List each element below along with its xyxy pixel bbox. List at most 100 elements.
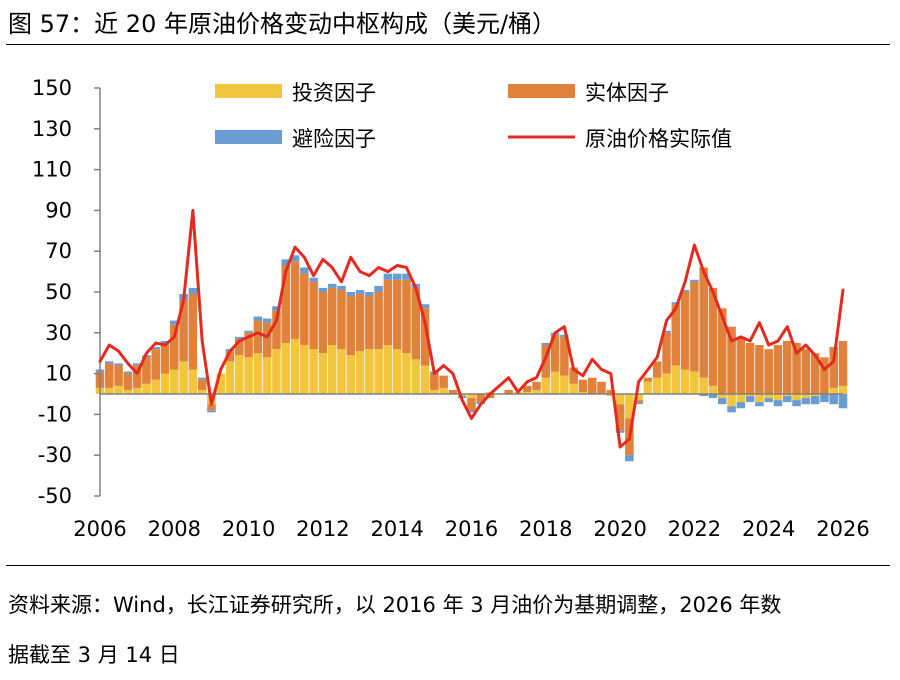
bar-physical bbox=[188, 294, 198, 370]
bar-physical bbox=[615, 404, 625, 431]
bar-physical bbox=[365, 296, 374, 350]
bar-safe-haven bbox=[783, 396, 792, 403]
bar-safe-haven bbox=[188, 287, 198, 295]
bar-safe-haven bbox=[717, 398, 727, 405]
bar-safe-haven bbox=[272, 306, 281, 311]
bar-physical bbox=[736, 336, 746, 394]
bar-physical bbox=[318, 292, 328, 354]
bar-physical bbox=[606, 389, 616, 394]
x-tick-label: 2006 bbox=[73, 517, 126, 541]
bar-safe-haven bbox=[467, 410, 476, 413]
bar-investment bbox=[801, 394, 811, 399]
bar-safe-haven bbox=[392, 273, 402, 280]
y-tick-label: 50 bbox=[45, 280, 72, 304]
y-tick-label: 70 bbox=[45, 239, 72, 263]
bar-investment bbox=[411, 359, 421, 394]
bar-safe-haven bbox=[235, 336, 244, 339]
bar-safe-haven bbox=[197, 377, 207, 380]
bars-layer bbox=[95, 255, 848, 462]
bar-safe-haven bbox=[207, 410, 216, 413]
y-tick-label: -10 bbox=[38, 402, 72, 426]
bar-physical bbox=[105, 363, 114, 388]
bar-investment bbox=[170, 369, 179, 394]
bar-investment bbox=[606, 394, 616, 397]
x-tick-label: 2026 bbox=[816, 517, 869, 541]
bar-investment bbox=[643, 381, 653, 394]
bar-safe-haven bbox=[355, 289, 365, 295]
bar-physical bbox=[652, 361, 662, 378]
x-tick-label: 2012 bbox=[296, 517, 349, 541]
y-tick-label: -50 bbox=[38, 484, 72, 508]
bar-safe-haven bbox=[560, 334, 569, 337]
bar-investment bbox=[810, 394, 820, 397]
x-tick-label: 2024 bbox=[742, 517, 795, 541]
bar-investment bbox=[179, 361, 188, 394]
bar-investment bbox=[671, 365, 681, 394]
bar-investment bbox=[457, 394, 467, 397]
figure-title: 图 57：近 20 年原油价格变动中枢构成（美元/桶） bbox=[8, 10, 557, 38]
bar-physical bbox=[699, 267, 708, 378]
bar-investment bbox=[690, 371, 699, 394]
legend: 投资因子 实体因子 避险因子 原油价格实际值 bbox=[215, 81, 732, 151]
bar-physical bbox=[801, 349, 811, 394]
bar-physical bbox=[346, 296, 356, 356]
bar-safe-haven bbox=[708, 394, 718, 399]
x-tick-label: 2008 bbox=[148, 517, 201, 541]
bar-investment bbox=[197, 389, 207, 394]
bar-physical bbox=[690, 281, 699, 372]
bar-safe-haven bbox=[253, 316, 263, 321]
bar-investment bbox=[755, 394, 764, 403]
bar-investment bbox=[355, 351, 365, 394]
x-tick-label: 2010 bbox=[222, 517, 275, 541]
bar-safe-haven bbox=[160, 340, 170, 346]
bar-investment bbox=[290, 338, 300, 394]
legend-label-safe-haven: 避险因子 bbox=[292, 127, 376, 151]
y-tick-label: 10 bbox=[45, 362, 72, 386]
bar-investment bbox=[160, 373, 170, 394]
title-divider bbox=[6, 44, 890, 45]
bar-physical bbox=[411, 287, 421, 360]
bar-safe-haven bbox=[634, 402, 643, 405]
bar-physical bbox=[383, 279, 393, 346]
bar-investment bbox=[300, 345, 309, 394]
bar-investment bbox=[699, 377, 708, 394]
x-tick-label: 2014 bbox=[370, 517, 423, 541]
bar-safe-haven bbox=[337, 285, 346, 290]
bar-safe-haven bbox=[151, 347, 160, 350]
bar-physical bbox=[225, 351, 235, 362]
bar-investment bbox=[467, 394, 476, 399]
bar-physical bbox=[309, 281, 318, 350]
bar-safe-haven bbox=[792, 400, 801, 407]
bar-physical bbox=[820, 357, 829, 394]
bar-investment bbox=[532, 389, 541, 394]
bar-physical bbox=[402, 279, 411, 354]
bar-physical bbox=[792, 343, 801, 394]
y-tick-label: -30 bbox=[38, 443, 72, 467]
bar-physical bbox=[597, 381, 606, 394]
bar-investment bbox=[262, 357, 272, 394]
bar-investment bbox=[402, 353, 411, 394]
bar-physical bbox=[541, 345, 551, 378]
bar-safe-haven bbox=[764, 398, 773, 403]
bar-safe-haven bbox=[318, 287, 328, 292]
bar-investment bbox=[838, 385, 848, 394]
bar-investment bbox=[142, 383, 151, 394]
bar-safe-haven bbox=[327, 283, 337, 288]
bar-investment bbox=[383, 345, 393, 394]
bar-investment bbox=[522, 391, 532, 394]
bar-physical bbox=[142, 357, 151, 384]
bar-investment bbox=[337, 349, 346, 394]
bar-physical bbox=[634, 400, 643, 403]
bar-investment bbox=[272, 349, 281, 394]
bar-physical bbox=[522, 385, 532, 392]
bar-physical bbox=[662, 332, 671, 374]
bar-physical bbox=[327, 287, 337, 346]
legend-label-physical: 实体因子 bbox=[585, 81, 669, 105]
bar-physical bbox=[550, 334, 560, 372]
bar-safe-haven bbox=[105, 361, 114, 364]
bar-physical bbox=[151, 349, 160, 380]
bar-investment bbox=[392, 349, 402, 394]
bar-investment bbox=[225, 361, 235, 394]
legend-swatch-physical bbox=[508, 84, 575, 98]
bar-investment bbox=[309, 349, 318, 394]
